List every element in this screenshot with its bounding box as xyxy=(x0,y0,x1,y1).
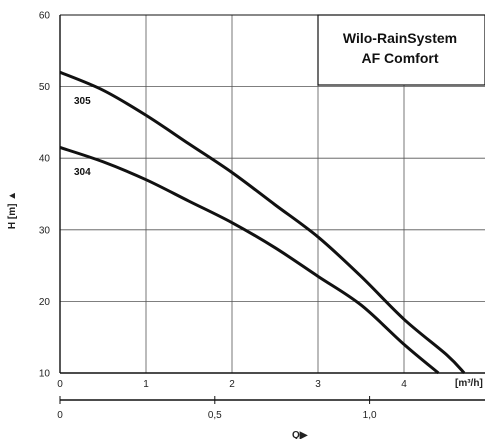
y-tick-label-10: 10 xyxy=(39,369,51,380)
title-box-border xyxy=(317,14,485,86)
title-line-2: AF Comfort xyxy=(362,50,439,66)
x-tick-label-2: 2 xyxy=(229,379,235,390)
x-axis-label-secondary: Q▶ xyxy=(292,430,309,439)
series-lines xyxy=(59,70,466,375)
x-tick-label-1: 1 xyxy=(143,379,149,390)
title-line-1: Wilo-RainSystem xyxy=(343,30,457,46)
x-tick-label-3: 3 xyxy=(315,379,321,390)
secondary-tick-label-2: 1,0 xyxy=(363,410,377,421)
secondary-tick-label-1: 0,5 xyxy=(208,410,222,421)
y-tick-label-40: 40 xyxy=(39,154,51,165)
x-tick-label-4: 4 xyxy=(401,379,407,390)
x-tick-labels: 0 1 2 3 4 xyxy=(57,379,407,390)
x-tick-label-0: 0 xyxy=(57,379,63,390)
series-label-304: 304 xyxy=(74,167,91,178)
title-box: Wilo-RainSystem AF Comfort xyxy=(317,14,485,86)
x-axis-unit-label: [m³/h] xyxy=(455,378,483,389)
series-line-305 xyxy=(59,70,466,375)
secondary-x-axis: 0 0,5 1,0 xyxy=(57,396,485,421)
y-axis-label: H [m] ▲ xyxy=(7,191,18,229)
y-tick-label-60: 60 xyxy=(39,11,51,22)
series-label-305: 305 xyxy=(74,96,91,107)
y-tick-label-30: 30 xyxy=(39,225,51,236)
y-tick-label-50: 50 xyxy=(39,82,51,93)
secondary-tick-label-0: 0 xyxy=(57,410,63,421)
series-line-304 xyxy=(59,146,440,375)
y-tick-labels: 10 20 30 40 50 60 xyxy=(39,11,51,380)
y-tick-label-20: 20 xyxy=(39,297,51,308)
